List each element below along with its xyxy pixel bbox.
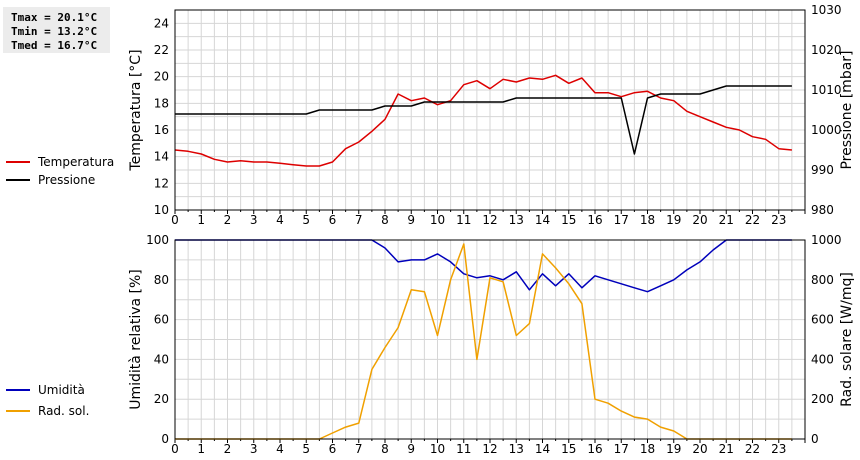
y-tick-label-left: 24 xyxy=(154,16,169,30)
x-tick-label: 2 xyxy=(224,442,232,456)
y-tick-label-left: 16 xyxy=(154,123,169,137)
x-tick-label: 4 xyxy=(276,213,284,227)
series-line-1-1 xyxy=(174,74,792,167)
x-tick-label: 8 xyxy=(381,213,389,227)
y-axis-title-right: Pressione [mbar] xyxy=(839,50,855,169)
y-axis-title-right: Rad. solare [W/mq] xyxy=(839,272,855,407)
y-tick-label-left: 22 xyxy=(154,43,169,57)
x-tick-label: 14 xyxy=(535,442,550,456)
y-tick-label-left: 40 xyxy=(154,352,169,366)
x-tick-label: 17 xyxy=(614,442,629,456)
x-tick-label: 8 xyxy=(381,442,389,456)
legend-label: Umidità xyxy=(38,383,85,397)
stat-tmax: Tmax = 20.1°C xyxy=(11,11,98,24)
x-tick-label: 15 xyxy=(561,213,576,227)
y-tick-label-left: 18 xyxy=(154,96,169,110)
x-tick-label: 22 xyxy=(745,442,760,456)
x-tick-label: 9 xyxy=(407,213,415,227)
y-tick-label-right: 980 xyxy=(811,203,834,217)
x-tick-label: 3 xyxy=(250,442,258,456)
x-tick-label: 21 xyxy=(719,213,734,227)
y-tick-label-right: 1020 xyxy=(811,43,842,57)
chart-panel-1: 0 1 2 3 4 5 6 7 8 9 10 11 12 13 14 15 16 17 18 19 20 21 22 2310… xyxy=(6,3,855,227)
x-tick-label: 4 xyxy=(276,442,284,456)
series-line-2-2 xyxy=(175,243,792,440)
x-tick-label: 10 xyxy=(430,442,445,456)
y-tick-label-right: 0 xyxy=(811,432,819,446)
x-tick-label: 12 xyxy=(482,442,497,456)
x-tick-label: 3 xyxy=(250,213,258,227)
x-tick-label: 9 xyxy=(407,442,415,456)
x-tick-label: 5 xyxy=(302,213,310,227)
x-tick-label: 11 xyxy=(456,213,471,227)
y-tick-label-right: 400 xyxy=(811,352,834,366)
x-tick-label: 20 xyxy=(692,442,707,456)
x-tick-label: 12 xyxy=(482,213,497,227)
x-tick-label: 1 xyxy=(197,213,205,227)
x-tick-label: 11 xyxy=(456,442,471,456)
x-tick-label: 19 xyxy=(666,213,681,227)
x-tick-label: 5 xyxy=(302,442,310,456)
y-tick-label-left: 10 xyxy=(154,203,169,217)
y-tick-label-right: 1000 xyxy=(811,233,842,247)
x-tick-label: 21 xyxy=(719,442,734,456)
x-tick-label: 13 xyxy=(509,213,524,227)
legend-label: Pressione xyxy=(38,173,95,187)
series-line-1-2 xyxy=(175,85,792,155)
x-tick-label: 6 xyxy=(329,442,337,456)
legend-label: Rad. sol. xyxy=(38,404,89,418)
x-tick-label: 16 xyxy=(587,442,602,456)
y-tick-label-right: 1010 xyxy=(811,83,842,97)
stat-tmed: Tmed = 16.7°C xyxy=(11,39,98,52)
y-tick-label-left: 20 xyxy=(154,392,169,406)
y-tick-label-left: 20 xyxy=(154,70,169,84)
x-tick-label: 1 xyxy=(197,442,205,456)
y-tick-label-left: 0 xyxy=(161,432,169,446)
y-tick-label-right: 990 xyxy=(811,163,834,177)
x-tick-label: 2 xyxy=(224,213,232,227)
y-axis-title-left: Temperatura [°C] xyxy=(128,49,144,171)
y-tick-label-left: 14 xyxy=(154,150,169,164)
chart-panel-2: 0 1 2 3 4 5 6 7 8 9 10 11 12 13 14 15 16 17 18 19 20 21 22 2302… xyxy=(6,233,855,456)
x-tick-label: 0 xyxy=(171,442,179,456)
x-tick-label: 16 xyxy=(587,213,602,227)
x-tick-label: 6 xyxy=(329,213,337,227)
stat-tmin: Tmin = 13.2°C xyxy=(11,25,98,38)
x-tick-label: 10 xyxy=(430,213,445,227)
plot-frame xyxy=(174,9,806,211)
x-tick-label: 14 xyxy=(535,213,550,227)
x-tick-label: 23 xyxy=(771,213,786,227)
y-tick-label-left: 60 xyxy=(154,313,169,327)
x-tick-label: 18 xyxy=(640,442,655,456)
x-tick-label: 7 xyxy=(355,442,363,456)
legend-label: Temperatura xyxy=(37,155,114,169)
x-tick-label: 20 xyxy=(692,213,707,227)
x-tick-label: 15 xyxy=(561,442,576,456)
plot-frame xyxy=(174,239,806,440)
x-tick-label: 18 xyxy=(640,213,655,227)
x-tick-label: 19 xyxy=(666,442,681,456)
y-tick-label-left: 80 xyxy=(154,273,169,287)
y-tick-label-right: 800 xyxy=(811,273,834,287)
x-tick-label: 0 xyxy=(171,213,179,227)
y-tick-label-left: 12 xyxy=(154,176,169,190)
y-tick-label-right: 200 xyxy=(811,392,834,406)
y-tick-label-right: 1030 xyxy=(811,3,842,17)
x-tick-label: 23 xyxy=(771,442,786,456)
x-tick-label: 17 xyxy=(614,213,629,227)
y-axis-title-left: Umidità relativa [%] xyxy=(128,269,144,410)
x-tick-label: 13 xyxy=(509,442,524,456)
stats-box: Tmax = 20.1°C Tmin = 13.2°C Tmed = 16.7°… xyxy=(3,7,110,53)
x-tick-label: 22 xyxy=(745,213,760,227)
x-tick-label: 7 xyxy=(355,213,363,227)
y-tick-label-right: 1000 xyxy=(811,123,842,137)
y-tick-label-left: 100 xyxy=(146,233,169,247)
y-tick-label-right: 600 xyxy=(811,313,834,327)
